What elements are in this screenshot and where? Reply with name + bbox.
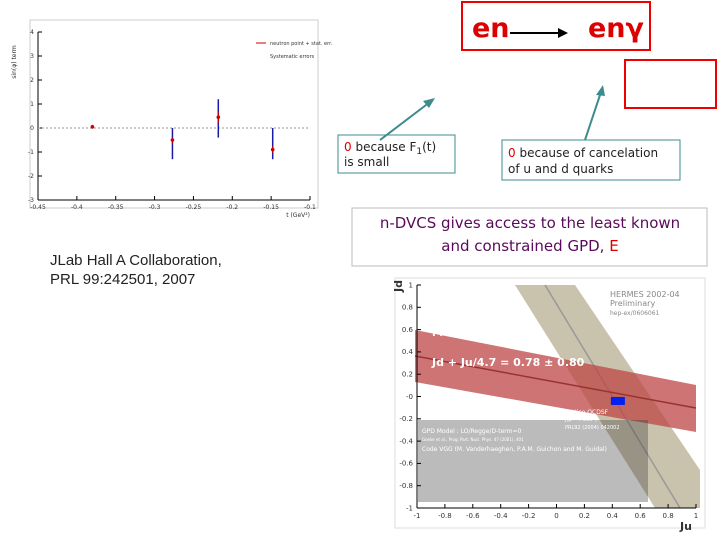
y-tick-label: -1 (406, 504, 413, 512)
y-tick-label: 2 (30, 77, 34, 84)
y-tick-label: -0.8 (399, 482, 413, 490)
arrowhead (596, 85, 605, 96)
gpd: E (609, 237, 618, 255)
x-label: t (GeV²) (286, 212, 310, 219)
y-label: Jd (392, 280, 405, 293)
reaction-left: en (472, 13, 510, 44)
halla-band (415, 330, 696, 432)
note-text: because F (355, 140, 416, 154)
x-tick-label: -0.25 (186, 204, 202, 211)
y-tick-label: 0.4 (402, 348, 414, 356)
annotation: J(μ²=4 GeV²) (564, 417, 597, 423)
data-point (270, 147, 275, 152)
y-tick-label: 1 (409, 281, 413, 289)
x-tick-label: -0.4 (71, 204, 83, 211)
halla-center (414, 355, 697, 409)
y-tick-label: -3 (28, 197, 34, 204)
x-tick-label: 0.6 (635, 512, 647, 520)
note-box (501, 139, 681, 181)
annotation: Jd + Ju/4.7 = 0.78 ± 0.80 (431, 356, 585, 369)
reference: PRL 99:242501, 2007 (50, 271, 195, 288)
x-tick-label: -0.4 (494, 512, 508, 520)
model-region (418, 420, 648, 502)
arrowhead (558, 28, 568, 38)
data-point (90, 125, 95, 129)
x-tick-label: -0.1 (304, 204, 316, 211)
annotation: Preliminary (432, 328, 498, 339)
data-point (610, 396, 625, 405)
note-text: because of cancelation (519, 146, 658, 160)
annotation: Goeke et al., Prog. Part. Nucl. Phys. 47… (422, 437, 524, 442)
annotation: hep-ex/0606061 (610, 310, 660, 317)
y-tick-label: 0 (30, 125, 34, 132)
y-tick-label: 4 (30, 29, 34, 36)
arrowhead (423, 98, 435, 108)
x-tick-label: -0.35 (108, 204, 124, 211)
note-sub: 1 (416, 147, 422, 157)
note-right: 0 because of cancelation (508, 146, 658, 160)
pointer-arrow (584, 91, 602, 141)
y-tick-label: -0 (406, 393, 413, 401)
annotation: Preliminary (610, 299, 655, 308)
plot-frame (29, 19, 319, 209)
x-tick-label: 0.4 (607, 512, 619, 520)
reaction-box (461, 1, 651, 51)
point-label: Lattice QCDSF (565, 409, 609, 416)
note-text: is small (344, 155, 389, 169)
y-label: sin(φ) term (11, 45, 18, 79)
y-tick-label: 0.2 (402, 371, 413, 379)
legend-label: neutron point + stat. err. (270, 41, 333, 47)
x-tick-label: -0.3 (149, 204, 161, 211)
y-tick-label: -2 (28, 173, 34, 180)
annotation: Code VGG (M. Vanderhaeghen, P.A.M. Guich… (422, 446, 607, 453)
x-tick-label: -0.2 (226, 204, 238, 211)
x-tick-label: 0.2 (579, 512, 590, 520)
x-tick-label: -1 (414, 512, 421, 520)
y-tick-label: -0.2 (399, 415, 413, 423)
note-text: (t) (422, 140, 436, 154)
note-left: 0 because F1(t) (344, 140, 436, 157)
x-tick-label: 0.8 (663, 512, 674, 520)
x-tick-label: -0.6 (466, 512, 480, 520)
y-tick-label: -0.4 (399, 437, 413, 445)
x-tick-label: -0.8 (438, 512, 452, 520)
annotation: GPD Model : LO/Regge/D-term=0 (422, 428, 522, 435)
legend-label: Systematic errors (270, 54, 315, 60)
y-tick-label: -1 (28, 149, 34, 156)
y-tick-label: 1 (30, 101, 34, 108)
reaction-right: enγ (588, 13, 644, 44)
note-text: of u and d quarks (508, 162, 613, 176)
statement-text: and constrained GPD, (441, 237, 604, 255)
annotation: PRL92 (2004) 042002 (565, 425, 620, 431)
pointer-arrow (379, 101, 431, 141)
y-tick-label: 3 (30, 53, 34, 60)
x-tick-label: -0.15 (263, 204, 279, 211)
x-tick-label: 0 (554, 512, 558, 520)
statement: and constrained GPD, E (441, 237, 618, 255)
x-label: Ju (679, 520, 692, 533)
x-tick-label: 1 (694, 512, 698, 520)
empty-box (624, 59, 717, 109)
zero: 0 (344, 140, 352, 154)
data-point (170, 138, 175, 142)
y-tick-label: 0.8 (402, 304, 413, 312)
statement-box (351, 207, 708, 267)
statement: n-DVCS gives access to the least known (380, 214, 680, 232)
x-tick-label: -0.2 (522, 512, 536, 520)
y-tick-label: 0.6 (402, 326, 414, 334)
annotation: HERMES 2002-04 (610, 290, 680, 299)
x-tick-label: -0.45 (30, 204, 46, 211)
annotation: Hall A E03-106 (432, 315, 514, 326)
zero: 0 (508, 146, 516, 160)
note-box (337, 134, 456, 174)
reference: JLab Hall A Collaboration, (50, 252, 222, 269)
data-point (216, 115, 221, 119)
y-tick-label: -0.6 (399, 460, 413, 468)
